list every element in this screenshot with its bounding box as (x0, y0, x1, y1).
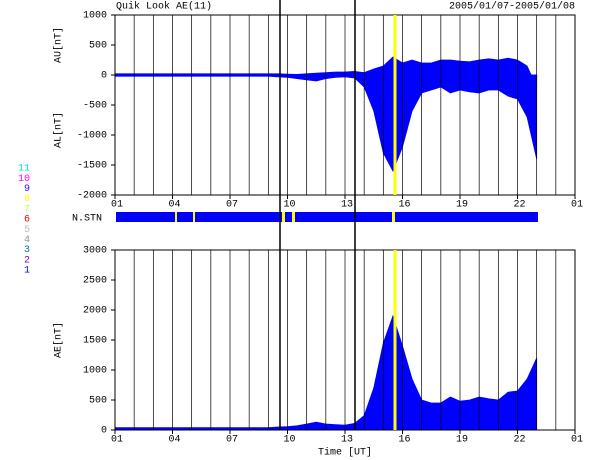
station-gap (193, 212, 195, 222)
station-scale-label: 10 (18, 174, 30, 185)
station-gap (175, 212, 177, 222)
y-tick-label: -1500 (77, 161, 107, 172)
station-scale-label: 7 (24, 204, 30, 215)
station-gap (392, 212, 395, 222)
chart-title: Quik Look AE(11) (116, 1, 212, 13)
area (114, 56, 538, 88)
y-axis-label: AL[nT] (53, 112, 65, 148)
x-tick-label: 01 (571, 435, 583, 446)
y-tick-label: 3000 (83, 246, 107, 257)
x-tick-label: 16 (398, 435, 410, 446)
station-gap (292, 212, 295, 222)
station-gap (282, 212, 285, 222)
y-tick-label: 2000 (83, 306, 107, 317)
y-axis-label: AU[nT] (53, 27, 65, 63)
chart-subtitle: 2005/01/07-2005/01/08 (449, 1, 575, 13)
x-tick-label: 10 (283, 435, 295, 446)
x-tick-label: 01 (111, 200, 123, 211)
station-bar-fill (116, 212, 538, 222)
y-tick-label: 0 (101, 71, 107, 82)
station-bar (116, 212, 538, 222)
y-tick-label: 500 (89, 396, 107, 407)
station-scale-label: 1 (24, 266, 30, 277)
x-tick-label: 07 (226, 200, 238, 211)
x-tick-label: 01 (571, 200, 583, 211)
x-tick-label: 19 (456, 435, 468, 446)
station-scale-label: 11 (18, 164, 30, 175)
x-tick-label: 07 (226, 435, 238, 446)
y-axis-label: AE[nT] (53, 322, 65, 358)
station-scale-label: 5 (24, 225, 30, 236)
station-scale-label: 9 (24, 184, 30, 195)
area (114, 74, 538, 172)
station-scale-label: 3 (24, 245, 30, 256)
station-scale-label: 6 (24, 215, 30, 226)
x-axis-label: Time [UT] (318, 447, 372, 459)
x-tick-label: 04 (168, 200, 180, 211)
y-tick-label: -500 (83, 101, 107, 112)
x-tick-label: 22 (513, 200, 525, 211)
y-tick-label: 0 (101, 426, 107, 437)
y-tick-label: 1500 (83, 336, 107, 347)
station-scale-label: 8 (24, 194, 30, 205)
x-tick-label: 10 (283, 200, 295, 211)
x-tick-label: 16 (398, 200, 410, 211)
y-tick-label: -1000 (77, 131, 107, 142)
x-tick-label: 13 (341, 435, 353, 446)
y-tick-label: 1000 (83, 11, 107, 22)
y-tick-label: 1000 (83, 366, 107, 377)
x-tick-label: 04 (168, 435, 180, 446)
x-tick-label: 01 (111, 435, 123, 446)
station-scale-label: 2 (24, 255, 30, 266)
x-tick-label: 22 (513, 435, 525, 446)
station-label: N.STN (72, 214, 102, 225)
y-tick-label: -2000 (77, 191, 107, 202)
area (114, 314, 538, 431)
y-tick-label: 500 (89, 41, 107, 52)
x-tick-label: 13 (341, 200, 353, 211)
y-tick-label: 2500 (83, 276, 107, 287)
x-tick-label: 19 (456, 200, 468, 211)
station-scale-label: 4 (24, 235, 30, 246)
